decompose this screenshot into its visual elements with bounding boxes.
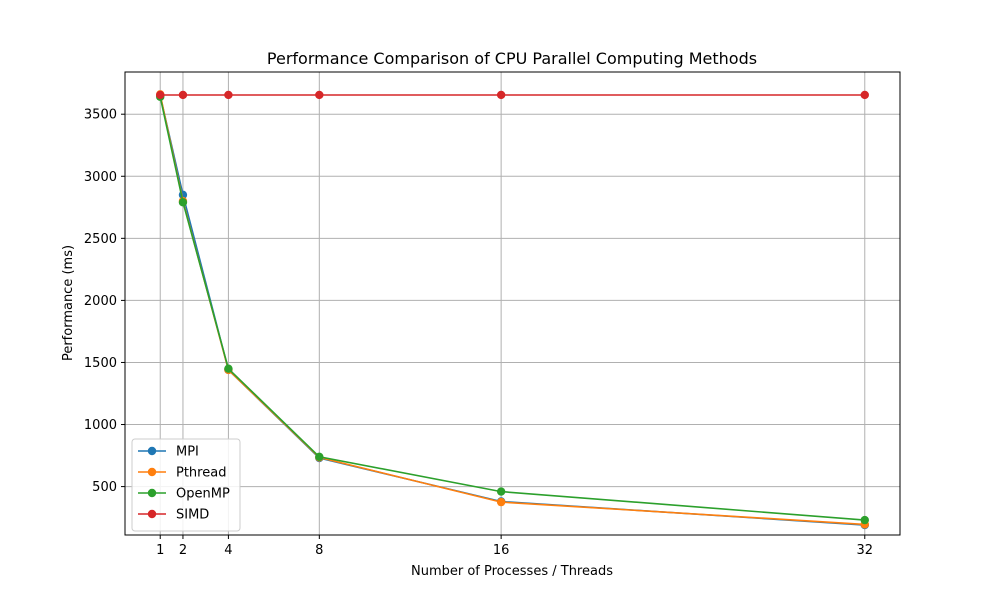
y-tick-label: 2000: [84, 294, 117, 309]
legend-marker-openmp: [147, 488, 157, 498]
legend-label-simd: SIMD: [176, 508, 209, 523]
x-tick-label: 8: [315, 543, 323, 558]
y-tick-label: 2500: [84, 232, 117, 247]
data-point-openmp: [224, 364, 233, 373]
data-point-simd: [496, 90, 506, 100]
x-tick-label: 32: [856, 543, 873, 558]
x-tick-label: 16: [493, 543, 510, 558]
data-point-openmp: [315, 452, 324, 461]
series-line-mpi: [159, 95, 865, 526]
legend-marker-mpi: [147, 446, 157, 456]
legend: MPI Pthread OpenMP SIMD: [131, 438, 241, 532]
series-line-pthread: [159, 94, 865, 526]
series-line-openmp: [159, 96, 865, 521]
data-point-openmp: [860, 515, 869, 525]
y-tick-label: 500: [92, 480, 117, 495]
data-point-simd: [224, 90, 233, 100]
chart-title: Performance Comparison of CPU Parallel C…: [267, 49, 757, 68]
data-point-simd: [178, 90, 188, 100]
y-axis-ticks: 500 1000 1500 2000 2500 3000 3500: [84, 108, 125, 495]
y-tick-label: 1000: [84, 418, 117, 433]
data-point-simd: [860, 90, 869, 100]
series-simd: [156, 90, 869, 100]
series-openmp: [156, 92, 869, 525]
data-point-pthread: [496, 497, 506, 507]
data-point-simd: [315, 90, 324, 100]
y-tick-label: 3000: [84, 170, 117, 185]
data-point-openmp: [178, 198, 188, 207]
x-tick-label: 1: [156, 543, 164, 558]
legend-label-pthread: Pthread: [176, 466, 226, 481]
legend-marker-pthread: [147, 467, 157, 477]
legend-label-mpi: MPI: [176, 445, 199, 460]
legend-marker-simd: [147, 509, 157, 519]
data-point-simd: [156, 90, 165, 100]
x-axis-ticks: 1 2 4 8 16 32: [156, 535, 873, 558]
y-tick-label: 1500: [84, 356, 117, 371]
y-tick-label: 3500: [84, 108, 117, 123]
series-mpi: [156, 91, 869, 530]
y-axis-label: Performance (ms): [61, 245, 76, 361]
x-axis-label: Number of Processes / Threads: [411, 564, 613, 579]
series-pthread: [156, 90, 869, 529]
grid-lines: [125, 72, 900, 535]
legend-box: [131, 438, 241, 532]
x-tick-label: 4: [224, 543, 232, 558]
series-group: [156, 90, 869, 530]
x-tick-label: 2: [179, 543, 187, 558]
legend-label-openmp: OpenMP: [176, 487, 230, 502]
data-point-openmp: [496, 487, 506, 496]
plot-frame: [124, 71, 901, 536]
